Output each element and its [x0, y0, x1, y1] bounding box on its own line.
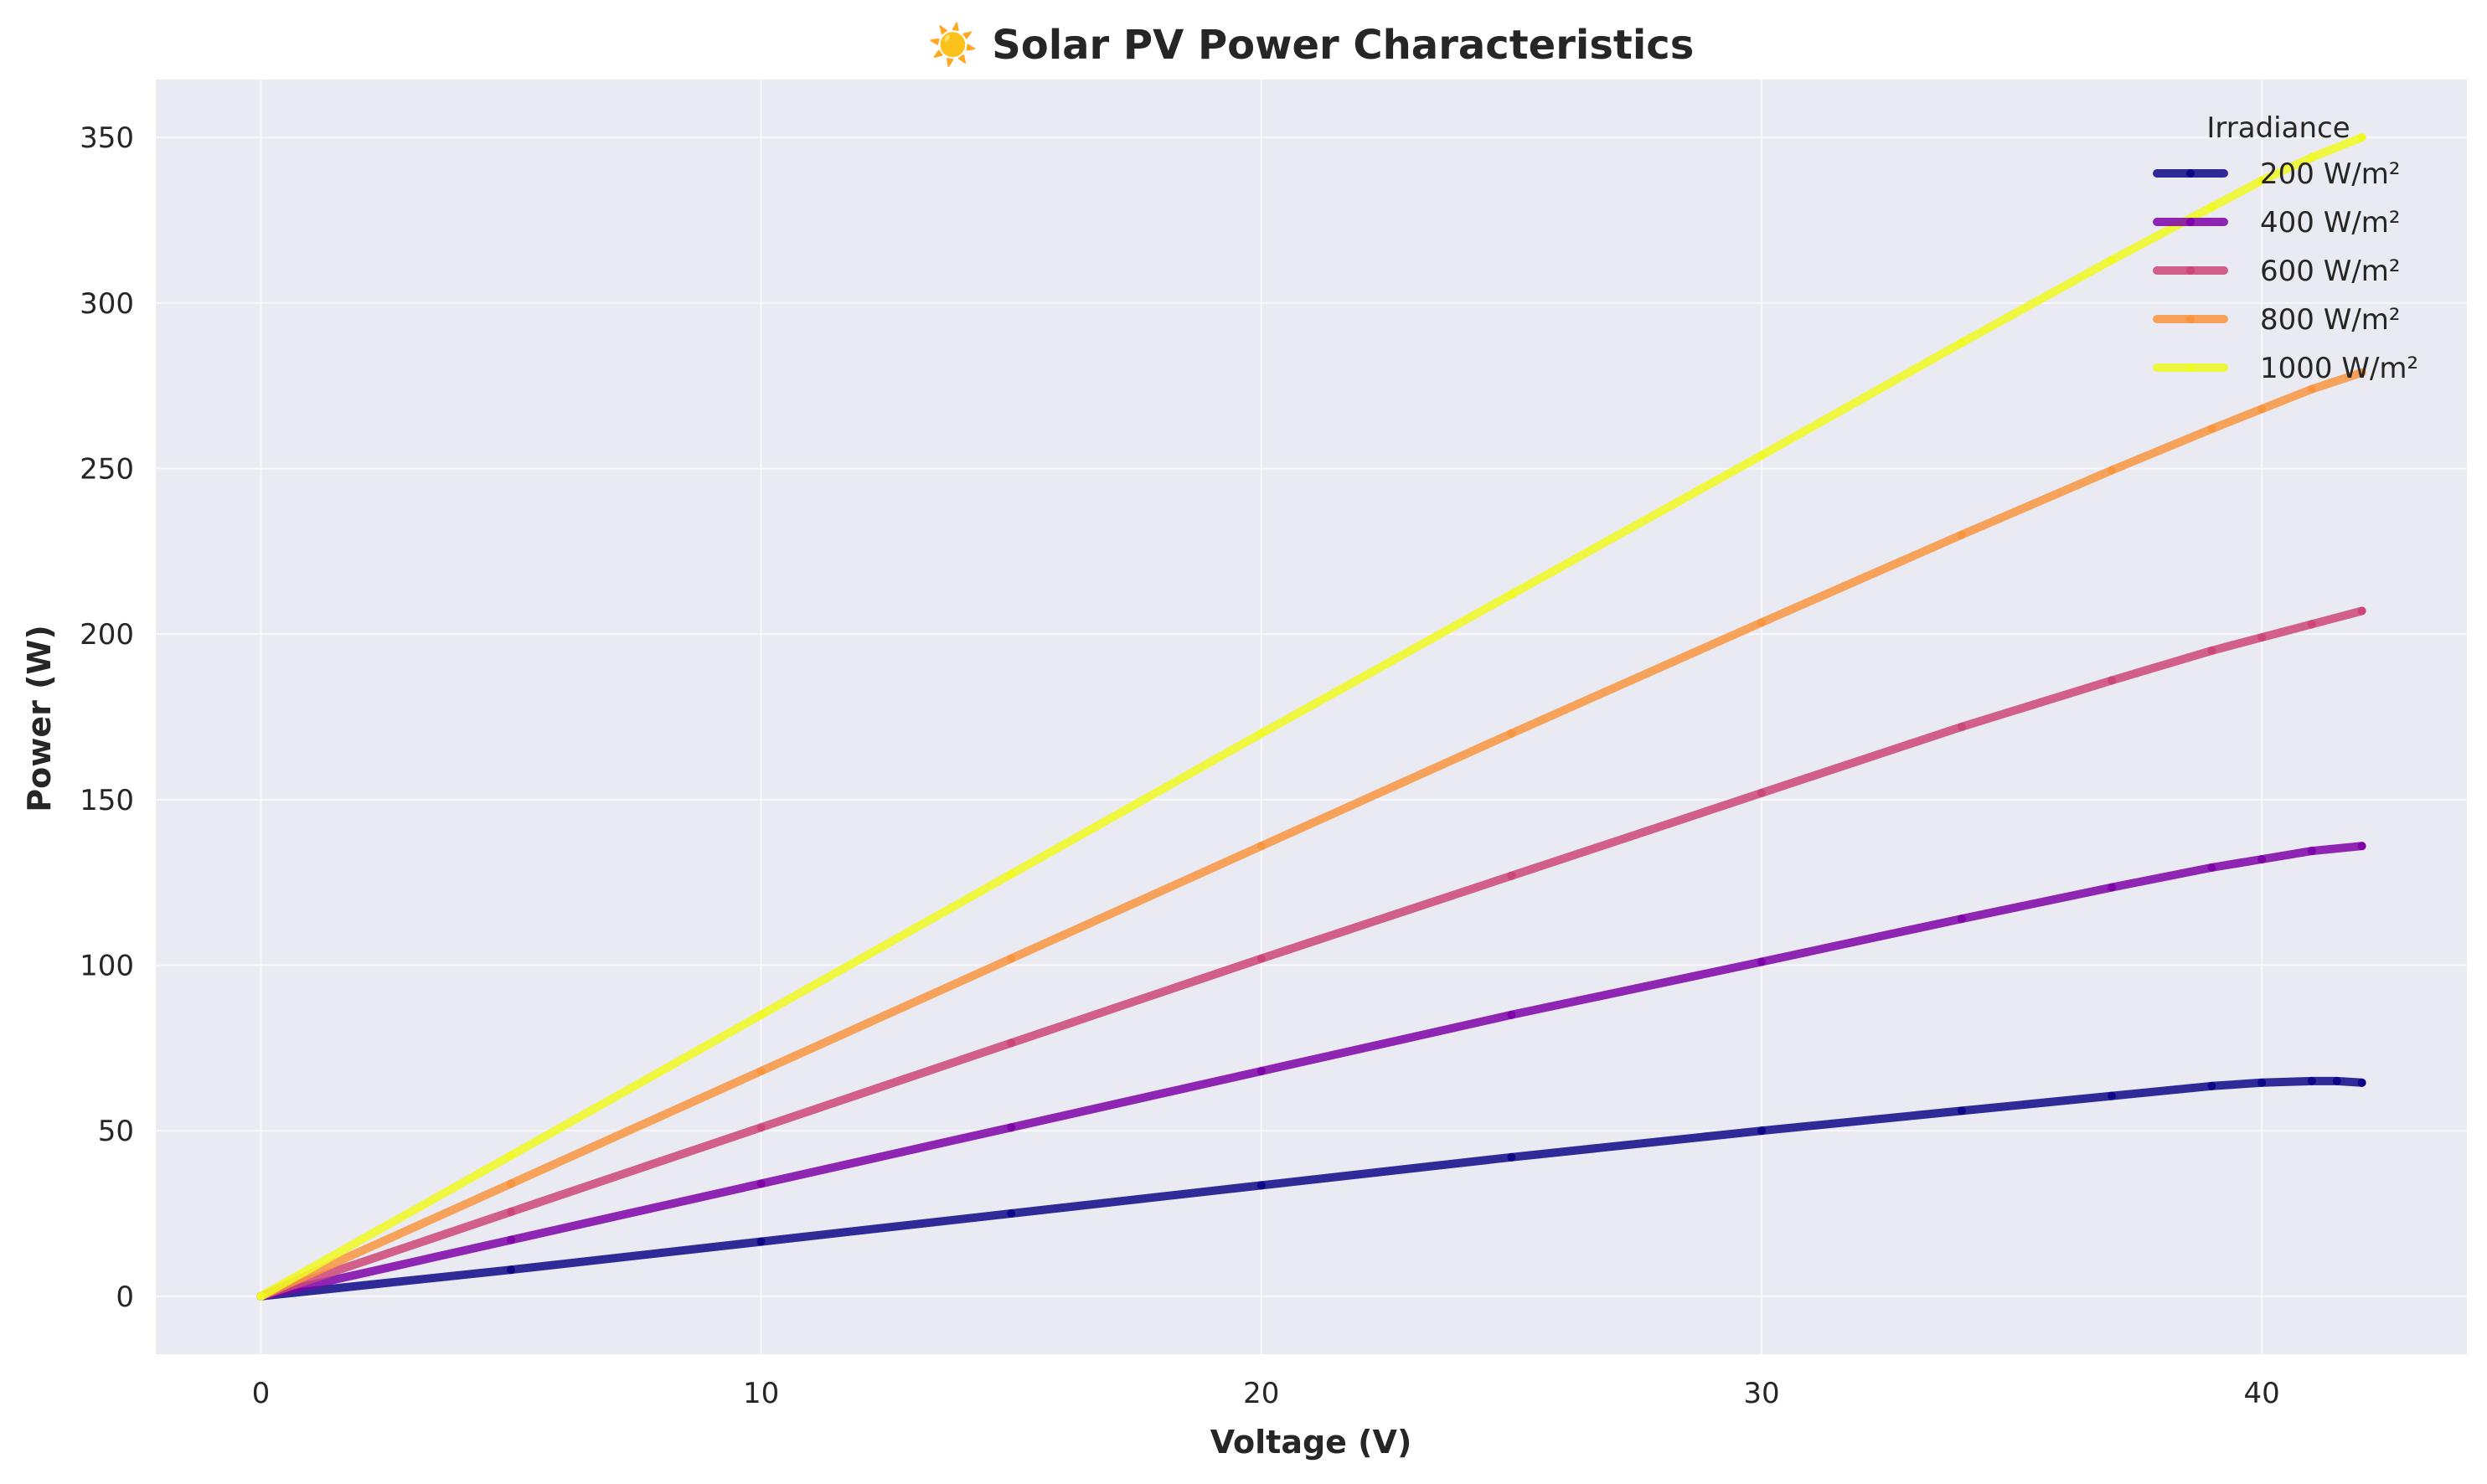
legend-marker-4 — [2186, 363, 2195, 372]
series-line-0 — [256, 1076, 2366, 1301]
series-point-2 — [756, 1123, 766, 1132]
series-point-3 — [1957, 530, 1966, 539]
x-ticks: 0 10 20 30 40 — [252, 1377, 2280, 1410]
series-point-2 — [2257, 633, 2267, 642]
series-point-0 — [2332, 1076, 2341, 1085]
y-tick-label: 350 — [80, 121, 134, 155]
series-point-2 — [1256, 954, 1266, 963]
series-point-0 — [1757, 1126, 1766, 1136]
series-point-3 — [1507, 729, 1516, 738]
series-point-1 — [1507, 1010, 1516, 1019]
series-point-4 — [256, 1291, 266, 1301]
series-point-2 — [1507, 871, 1516, 880]
series-point-4 — [1007, 869, 1016, 879]
y-tick-label: 250 — [80, 453, 134, 487]
legend-marker-0 — [2186, 169, 2195, 178]
x-tick-label: 10 — [743, 1377, 779, 1410]
series-point-4 — [507, 1151, 516, 1160]
series-point-2 — [507, 1208, 516, 1217]
y-tick-label: 200 — [80, 618, 134, 652]
series-point-1 — [1957, 915, 1966, 924]
series-point-2 — [2207, 646, 2216, 655]
legend-marker-2 — [2186, 266, 2195, 275]
series-point-0 — [756, 1237, 766, 1246]
legend-label-4: 1000 W/m² — [2260, 352, 2418, 385]
y-tick-label: 50 — [98, 1115, 134, 1148]
series-point-1 — [2207, 863, 2216, 872]
series-point-1 — [2307, 847, 2316, 856]
series-point-1 — [756, 1179, 766, 1188]
series-point-4 — [2357, 133, 2366, 142]
series-point-0 — [1007, 1208, 1016, 1218]
series-point-2 — [1957, 722, 1966, 731]
series-point-2 — [1007, 1038, 1016, 1048]
series-point-2 — [2357, 606, 2366, 616]
y-ticks: 0 50 100 150 200 250 300 350 — [80, 121, 134, 1314]
series-point-1 — [507, 1235, 516, 1244]
legend-marker-1 — [2186, 218, 2195, 226]
series-point-0 — [2257, 1078, 2267, 1087]
series-point-2 — [2107, 676, 2116, 685]
series-point-3 — [2107, 466, 2116, 475]
series-point-4 — [2107, 255, 2116, 265]
legend-label-3: 800 W/m² — [2260, 303, 2401, 337]
series-point-4 — [1507, 590, 1516, 599]
series-point-3 — [1256, 842, 1266, 851]
legend-label-2: 600 W/m² — [2260, 255, 2401, 288]
series-point-2 — [2307, 620, 2316, 629]
series-point-0 — [2207, 1081, 2216, 1090]
series-point-3 — [1007, 954, 1016, 963]
series-point-3 — [2257, 404, 2267, 414]
series-point-0 — [2107, 1091, 2116, 1100]
grid — [156, 80, 2467, 1354]
legend: Irradiance 200 W/m² 400 W/m² 600 W/m² 800 W… — [2153, 111, 2418, 385]
series-point-1 — [1007, 1123, 1016, 1132]
series-point-1 — [1757, 957, 1766, 966]
series-point-3 — [1757, 618, 1766, 627]
y-tick-label: 150 — [80, 784, 134, 817]
series-point-3 — [2207, 425, 2216, 434]
series-point-4 — [1957, 338, 1966, 348]
legend-title: Irradiance — [2206, 111, 2350, 145]
series-point-1 — [2257, 854, 2267, 863]
legend-label-1: 400 W/m² — [2260, 206, 2401, 240]
series-point-4 — [2257, 176, 2267, 185]
series-point-1 — [2357, 842, 2366, 851]
series-point-4 — [2207, 203, 2216, 212]
series-point-0 — [2357, 1078, 2366, 1087]
series-point-4 — [2307, 152, 2316, 162]
series-point-0 — [2307, 1076, 2316, 1085]
series-point-3 — [507, 1179, 516, 1188]
x-tick-label: 0 — [252, 1377, 271, 1410]
series-point-3 — [2307, 384, 2316, 394]
y-tick-label: 0 — [116, 1280, 134, 1314]
series-point-0 — [1507, 1152, 1516, 1162]
series-point-1 — [2107, 883, 2116, 892]
x-tick-label: 40 — [2244, 1377, 2280, 1410]
y-tick-label: 100 — [80, 949, 134, 982]
legend-marker-3 — [2186, 315, 2195, 323]
series-point-3 — [756, 1066, 766, 1075]
series-point-0 — [507, 1265, 516, 1275]
y-tick-label: 300 — [80, 287, 134, 321]
series-point-4 — [756, 1010, 766, 1019]
x-tick-label: 20 — [1243, 1377, 1279, 1410]
y-axis-label: Power (W) — [21, 625, 58, 812]
series-point-2 — [1757, 788, 1766, 797]
series-point-4 — [1256, 729, 1266, 738]
series-point-0 — [1957, 1106, 1966, 1116]
legend-label-0: 200 W/m² — [2260, 157, 2401, 191]
series-group — [256, 133, 2366, 1301]
series-point-0 — [1256, 1181, 1266, 1190]
x-axis-label: Voltage (V) — [1210, 1424, 1412, 1461]
series-point-4 — [1757, 451, 1766, 460]
series-point-3 — [2357, 368, 2366, 377]
x-tick-label: 30 — [1743, 1377, 1779, 1410]
chart-title: ☀️ Solar PV Power Characteristics — [928, 21, 1695, 69]
series-point-1 — [1256, 1066, 1266, 1075]
